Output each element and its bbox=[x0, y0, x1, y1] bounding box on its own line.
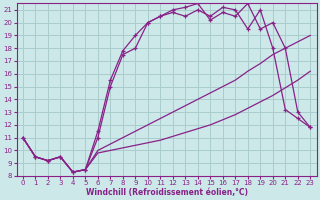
X-axis label: Windchill (Refroidissement éolien,°C): Windchill (Refroidissement éolien,°C) bbox=[85, 188, 248, 197]
